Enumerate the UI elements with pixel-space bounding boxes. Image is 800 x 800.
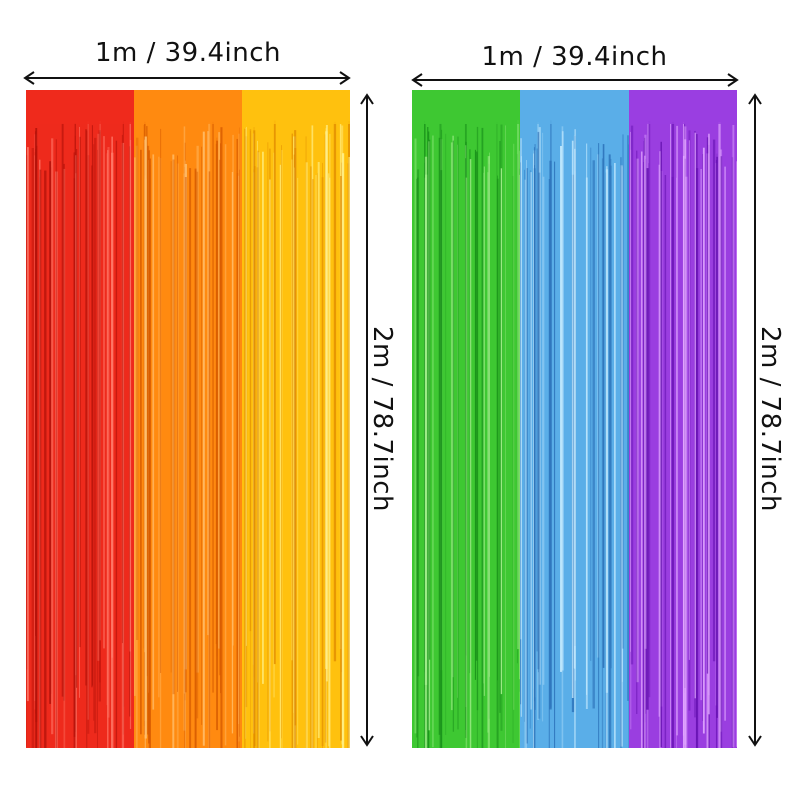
- foil-curtain-warm: [26, 90, 350, 748]
- foil-panel: [628, 90, 737, 748]
- foil-panel: [412, 90, 521, 748]
- foil-curtain-cool: [412, 90, 737, 748]
- foil-panel: [134, 90, 242, 748]
- foil-panel: [242, 90, 350, 748]
- width-label-left: 1m / 39.4inch: [94, 38, 282, 68]
- height-label-left: 2m / 78.7inch: [367, 325, 397, 513]
- height-arrow-left: [360, 92, 374, 748]
- height-label-right: 2m / 78.7inch: [755, 325, 785, 513]
- width-arrow-left: [22, 70, 352, 85]
- width-arrow-right: [410, 72, 740, 87]
- foil-panel: [520, 90, 629, 748]
- foil-panel: [26, 90, 134, 748]
- width-label-right: 1m / 39.4inch: [481, 42, 668, 72]
- height-arrow-right: [748, 92, 762, 748]
